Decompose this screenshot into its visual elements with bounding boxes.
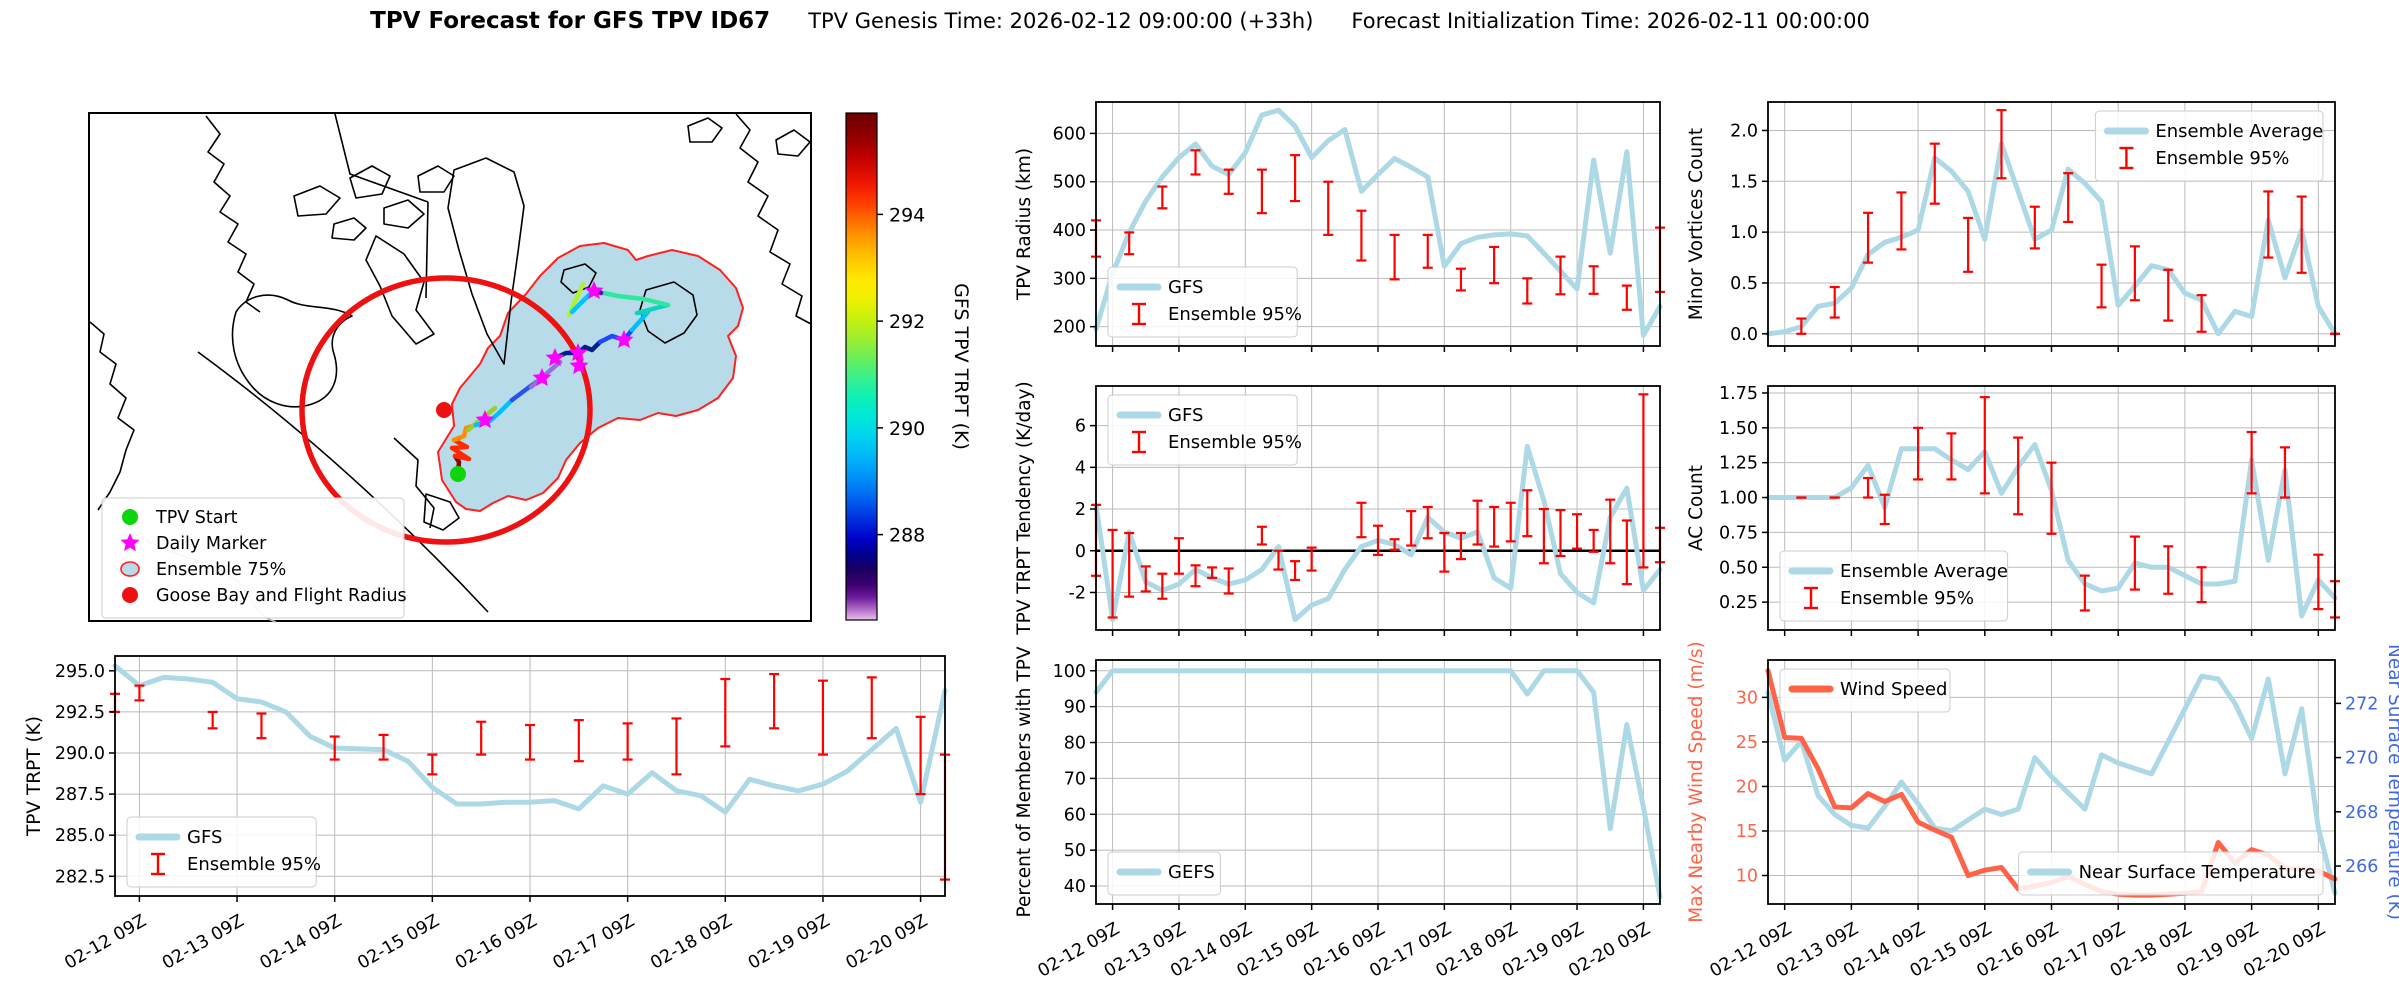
svg-text:0: 0 — [1075, 542, 1086, 562]
svg-text:Near Surface Temperature: Near Surface Temperature — [2079, 862, 2316, 883]
svg-text:0.0: 0.0 — [1730, 325, 1758, 345]
svg-text:600: 600 — [1053, 124, 1086, 144]
svg-text:100: 100 — [1053, 662, 1086, 682]
svg-text:292: 292 — [889, 311, 925, 333]
svg-text:Wind Speed: Wind Speed — [1840, 679, 1947, 700]
svg-text:400: 400 — [1053, 221, 1086, 241]
figure-title: TPV Forecast for GFS TPV ID67 TPV Genesis… — [330, 8, 1910, 34]
svg-text:288: 288 — [889, 525, 925, 547]
svg-text:0.5: 0.5 — [1730, 274, 1758, 294]
svg-text:4: 4 — [1075, 458, 1086, 478]
svg-text:6: 6 — [1075, 417, 1086, 437]
trpt-tendency-chart: -2 0 2 4 6 TPV TRPT Tendency (K/day) GFS Ensemb… — [1008, 376, 1670, 636]
svg-text:2: 2 — [1075, 500, 1086, 520]
colorbar-panel: 294 292 290 288 GFS TPV TRPT (K) — [834, 108, 1014, 626]
svg-text:60: 60 — [1064, 805, 1086, 825]
svg-text:90: 90 — [1064, 698, 1086, 718]
svg-text:272: 272 — [2345, 694, 2378, 714]
figure-title-genesis: TPV Genesis Time: 2026-02-12 09:00:00 (+… — [808, 9, 1314, 33]
svg-text:268: 268 — [2345, 803, 2378, 823]
svg-text:GFS: GFS — [187, 827, 222, 848]
svg-text:10: 10 — [1736, 867, 1758, 887]
svg-text:285.0: 285.0 — [55, 826, 105, 846]
tpv-radius-chart: 200 300 400 500 600 TPV Radius (km) GFS Ensembl… — [1008, 90, 1670, 352]
svg-text:Max Nearby Wind Speed (m/s): Max Nearby Wind Speed (m/s) — [1686, 641, 1707, 922]
svg-text:50: 50 — [1064, 841, 1086, 861]
svg-text:TPV TRPT Tendency (K/day): TPV TRPT Tendency (K/day) — [1014, 381, 1035, 635]
svg-text:290: 290 — [889, 418, 925, 440]
svg-text:Ensemble 95%: Ensemble 95% — [187, 854, 321, 875]
svg-text:02-18 09Z: 02-18 09Z — [647, 911, 736, 974]
svg-text:2.0: 2.0 — [1730, 121, 1758, 141]
svg-text:Ensemble 95%: Ensemble 95% — [1168, 432, 1302, 453]
tpv-track-map: TPV Start Daily Marker Ensemble 75% Goose B… — [88, 112, 812, 623]
svg-text:200: 200 — [1053, 318, 1086, 338]
svg-text:Near Surface Temperature (K): Near Surface Temperature (K) — [2384, 644, 2399, 920]
svg-text:Daily Marker: Daily Marker — [156, 534, 267, 554]
svg-text:Goose Bay and Flight Radius: Goose Bay and Flight Radius — [156, 586, 407, 606]
svg-text:300: 300 — [1053, 269, 1086, 289]
svg-text:282.5: 282.5 — [55, 867, 105, 887]
svg-text:500: 500 — [1053, 173, 1086, 193]
svg-text:25: 25 — [1736, 733, 1758, 753]
svg-text:Minor Vortices Count: Minor Vortices Count — [1686, 128, 1707, 320]
svg-text:20: 20 — [1736, 777, 1758, 797]
wind-temp-chart: 10 15 20 25 30 02-12 09Z 02-13 09Z 02-14 09Z 02-… — [1680, 641, 2399, 982]
svg-text:1.0: 1.0 — [1730, 223, 1758, 243]
svg-text:15: 15 — [1736, 822, 1758, 842]
svg-text:02-16 09Z: 02-16 09Z — [452, 911, 541, 974]
svg-text:1.50: 1.50 — [1719, 419, 1758, 439]
svg-text:TPV Radius (km): TPV Radius (km) — [1014, 148, 1035, 301]
svg-text:287.5: 287.5 — [55, 785, 105, 805]
svg-text:40: 40 — [1064, 877, 1086, 897]
figure-title-main: TPV Forecast for GFS TPV ID67 — [370, 8, 771, 34]
svg-text:Ensemble 75%: Ensemble 75% — [156, 560, 286, 580]
svg-text:295.0: 295.0 — [55, 662, 105, 682]
svg-text:TPV Start: TPV Start — [155, 508, 238, 528]
figure-title-init: Forecast Initialization Time: 2026-02-11… — [1351, 9, 1870, 33]
svg-text:292.5: 292.5 — [55, 703, 105, 723]
trpt-colorbar: 294 292 290 288 GFS TPV TRPT (K) — [845, 112, 972, 621]
svg-text:1.75: 1.75 — [1719, 384, 1758, 404]
svg-text:30: 30 — [1736, 688, 1758, 708]
svg-text:1.25: 1.25 — [1719, 454, 1758, 474]
svg-text:Percent of Members with TPV: Percent of Members with TPV — [1014, 646, 1035, 917]
svg-text:266: 266 — [2345, 857, 2378, 877]
svg-text:70: 70 — [1064, 769, 1086, 789]
members-percent-chart: 40 50 60 70 80 90 100 02-12 09Z 02-13 09Z 02-14 0… — [1008, 646, 1670, 982]
svg-text:02-20 09Z: 02-20 09Z — [843, 911, 932, 974]
tpv-track-map-panel: TPV Start Daily Marker Ensemble 75% Goose B… — [88, 112, 812, 623]
svg-text:02-13 09Z: 02-13 09Z — [159, 911, 248, 974]
svg-text:02-14 09Z: 02-14 09Z — [257, 911, 346, 974]
svg-text:Ensemble Average: Ensemble Average — [2155, 121, 2323, 142]
svg-text:294: 294 — [889, 204, 925, 226]
svg-text:02-17 09Z: 02-17 09Z — [550, 911, 639, 974]
svg-text:AC Count: AC Count — [1686, 465, 1707, 551]
svg-text:270: 270 — [2345, 749, 2378, 769]
ac-count-chart: 0.25 0.50 0.75 1.00 1.25 1.50 1.75 AC Count Ense… — [1680, 376, 2345, 636]
svg-text:0.25: 0.25 — [1719, 593, 1758, 613]
svg-text:02-12 09Z: 02-12 09Z — [61, 911, 150, 974]
svg-text:GFS: GFS — [1168, 405, 1203, 426]
svg-text:GFS TPV TRPT (K): GFS TPV TRPT (K) — [950, 283, 972, 450]
svg-text:-2: -2 — [1069, 583, 1086, 603]
svg-text:Ensemble 95%: Ensemble 95% — [1168, 304, 1302, 325]
svg-text:GFS: GFS — [1168, 277, 1203, 298]
svg-text:TPV TRPT (K): TPV TRPT (K) — [24, 716, 45, 837]
svg-text:GEFS: GEFS — [1168, 862, 1215, 883]
svg-text:Ensemble 95%: Ensemble 95% — [1840, 588, 1974, 609]
svg-text:Ensemble Average: Ensemble Average — [1840, 561, 2008, 582]
tpv-trpt-chart: 282.5 285.0 287.5 290.0 292.5 295.0 02-12 09Z 0… — [18, 646, 975, 982]
svg-text:290.0: 290.0 — [55, 744, 105, 764]
svg-text:0.75: 0.75 — [1719, 523, 1758, 543]
minor-vortices-chart: 0.0 0.5 1.0 1.5 2.0 Minor Vortices Count Ensem… — [1680, 90, 2345, 352]
svg-text:02-15 09Z: 02-15 09Z — [354, 911, 443, 974]
svg-text:02-19 09Z: 02-19 09Z — [745, 911, 834, 974]
svg-text:80: 80 — [1064, 734, 1086, 754]
svg-text:1.5: 1.5 — [1730, 172, 1758, 192]
svg-text:Ensemble 95%: Ensemble 95% — [2155, 148, 2289, 169]
svg-text:0.50: 0.50 — [1719, 558, 1758, 578]
svg-text:1.00: 1.00 — [1719, 489, 1758, 509]
